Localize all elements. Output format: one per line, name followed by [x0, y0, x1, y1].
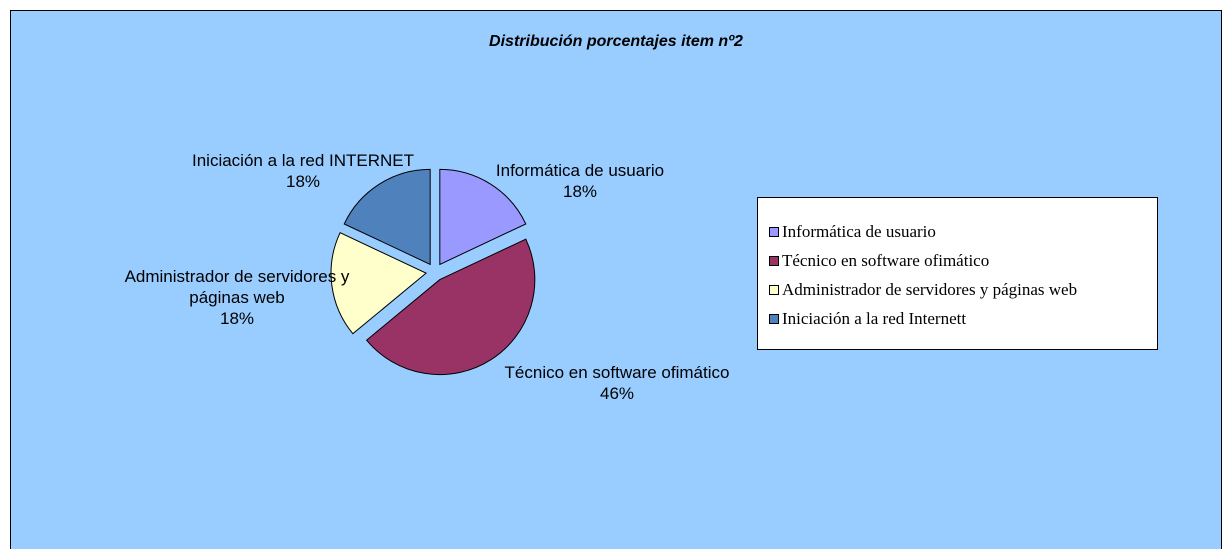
- legend-swatch: [769, 285, 779, 295]
- chart-title: Distribución porcentajes item nº2: [489, 33, 743, 50]
- legend-label: Iniciación a la red Internett: [782, 309, 966, 328]
- legend-swatch: [769, 227, 779, 237]
- data-label: Iniciación a la red INTERNET 18%: [153, 150, 453, 192]
- data-label: Administrador de servidores y páginas we…: [97, 266, 377, 329]
- pie-slice: [330, 232, 427, 335]
- pie-slice: [343, 168, 431, 266]
- slice-name: Iniciación a la red INTERNET: [191, 151, 415, 170]
- legend-label: Técnico en software ofimático: [782, 251, 989, 270]
- legend-label: Administrador de servidores y páginas we…: [782, 280, 1077, 299]
- slice-percent: 18%: [219, 309, 255, 328]
- pie-slice: [365, 238, 536, 376]
- slice-percent: 18%: [285, 172, 321, 191]
- legend-box: [757, 197, 1158, 350]
- data-label: Informática de usuario 18%: [460, 160, 700, 202]
- slice-name: Técnico en software ofimático: [504, 363, 730, 382]
- pie-slice: [439, 168, 527, 266]
- slice-percent: 18%: [562, 182, 598, 201]
- slice-percent: 46%: [599, 384, 635, 403]
- legend-swatch: [769, 314, 779, 324]
- legend-label: Informática de usuario: [782, 222, 936, 241]
- slice-name: Informática de usuario: [495, 161, 665, 180]
- data-label: Técnico en software ofimático 46%: [457, 362, 777, 404]
- legend-swatch: [769, 256, 779, 266]
- slice-name: Administrador de servidores y páginas we…: [124, 267, 350, 307]
